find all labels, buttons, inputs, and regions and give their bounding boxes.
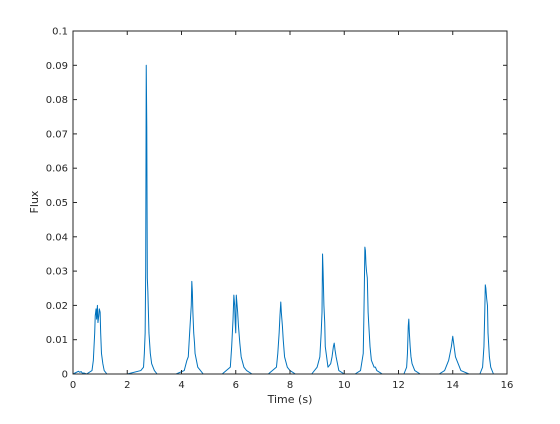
x-tick-label: 8: [287, 380, 293, 391]
y-axis-label: Flux: [28, 190, 41, 213]
y-tick-label: 0.05: [46, 198, 68, 209]
y-tick-label: 0.09: [46, 61, 68, 72]
x-axis-label: Time (s): [267, 393, 313, 406]
y-tick-label: 0.08: [46, 95, 68, 106]
axes-box: [72, 30, 508, 375]
y-tick-label: 0.01: [46, 335, 68, 346]
x-tick-label: 10: [338, 380, 351, 391]
x-tick-label: 12: [392, 380, 405, 391]
y-tick-label: 0.04: [46, 232, 68, 243]
plot-background: [73, 31, 507, 374]
x-tick-label: 16: [501, 380, 514, 391]
y-tick-label: 0.06: [46, 164, 68, 175]
y-tick-label: 0.03: [46, 267, 68, 278]
flux-series-line: [72, 64, 507, 375]
y-tick-label: 0: [62, 370, 68, 381]
y-tick-label: 0.02: [46, 301, 68, 312]
x-tick-label: 6: [233, 380, 239, 391]
y-tick-label: 0.07: [46, 129, 68, 140]
x-tick-label: 0: [70, 380, 76, 391]
y-tick-label: 0.1: [52, 27, 68, 38]
x-tick-label: 4: [178, 380, 184, 391]
series-layer: [72, 64, 507, 375]
x-tick-label: 2: [124, 380, 130, 391]
x-tick-label: 14: [446, 380, 459, 391]
